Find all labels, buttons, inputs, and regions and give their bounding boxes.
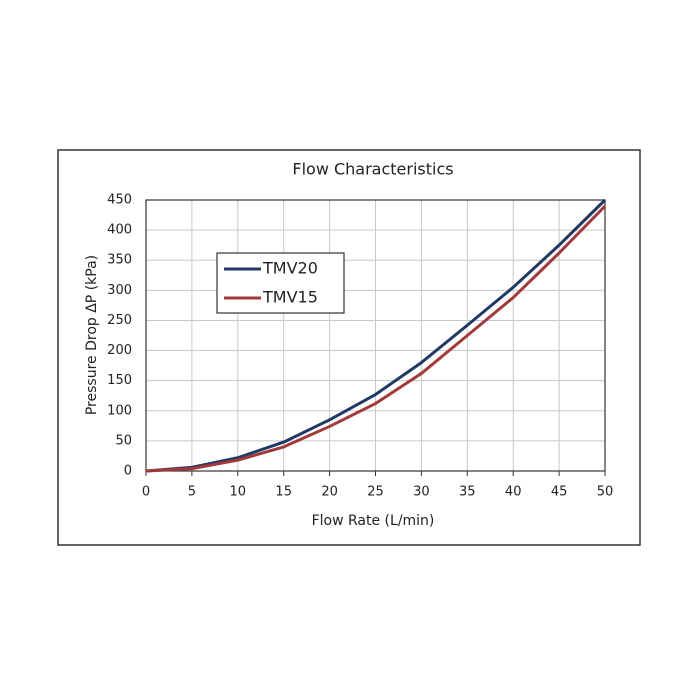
x-tick-label: 35 [459, 485, 476, 500]
x-tick-label: 25 [367, 485, 384, 500]
chart-frame [57, 149, 641, 546]
series-line [145, 198, 607, 473]
y-tick-label: 400 [107, 223, 132, 238]
legend-box [216, 252, 345, 314]
legend-label: TMV20 [262, 259, 318, 278]
plot-border [145, 199, 606, 472]
y-tick-label: 300 [107, 283, 132, 298]
chart-title: Flow Characteristics [292, 160, 453, 179]
x-tick-label: 0 [142, 485, 150, 500]
x-tick-label: 40 [505, 485, 522, 500]
series-line [145, 204, 607, 473]
legend-label: TMV15 [262, 288, 318, 307]
x-tick-label: 50 [597, 485, 614, 500]
x-tick-label: 5 [188, 485, 196, 500]
x-tick-label: 20 [321, 485, 338, 500]
x-tick-label: 10 [230, 485, 247, 500]
x-tick-label: 15 [275, 485, 292, 500]
x-axis-label: Flow Rate (L/min) [312, 513, 435, 529]
y-tick-label: 0 [124, 464, 132, 479]
x-tick-label: 45 [551, 485, 568, 500]
x-tick-label: 30 [413, 485, 430, 500]
y-tick-label: 450 [107, 193, 132, 208]
y-axis-label: Pressure Drop ΔP (kPa) [84, 255, 100, 415]
y-tick-label: 50 [115, 433, 132, 448]
y-tick-label: 150 [107, 373, 132, 388]
y-tick-label: 250 [107, 313, 132, 328]
y-tick-label: 350 [107, 253, 132, 268]
y-tick-label: 200 [107, 343, 132, 358]
y-tick-label: 100 [107, 403, 132, 418]
